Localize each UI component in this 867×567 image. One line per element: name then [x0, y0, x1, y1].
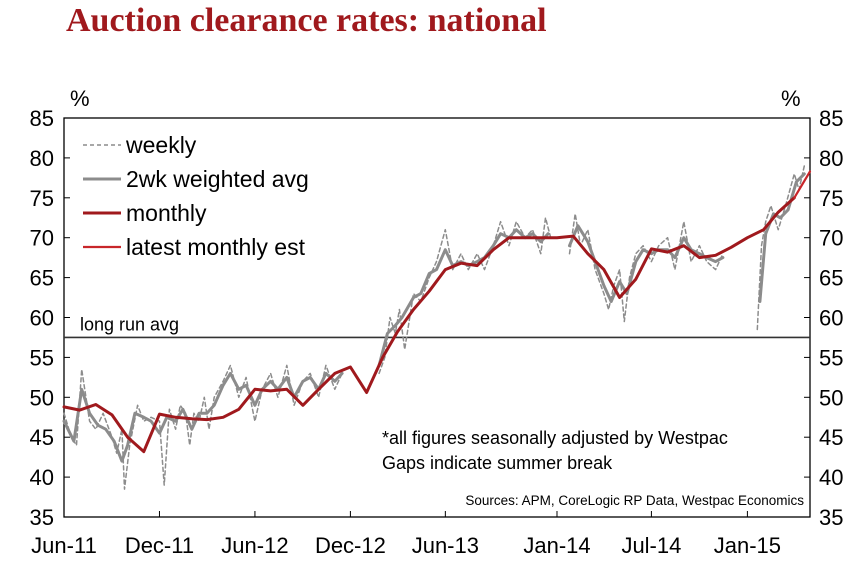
y-unit-left: %	[70, 86, 90, 111]
x-tick-label: Jan-15	[714, 533, 781, 558]
y-tick-label-right: 75	[819, 186, 843, 211]
y-tick-label-right: 85	[819, 106, 843, 131]
y-tick-label-right: 60	[819, 306, 843, 331]
y-tick-label-right: 70	[819, 226, 843, 251]
y-tick-label-left: 60	[30, 306, 54, 331]
long-run-avg-label: long run avg	[80, 314, 179, 334]
y-tick-label-right: 40	[819, 465, 843, 490]
y-tick-label-left: 75	[30, 186, 54, 211]
two-week-avg-series-line	[62, 371, 344, 463]
y-tick-label-right: 65	[819, 266, 843, 291]
y-tick-label-left: 80	[30, 146, 54, 171]
x-tick-label: Jun-12	[221, 533, 288, 558]
two-week-avg-series-line	[568, 224, 725, 303]
weekly-series-line	[568, 213, 724, 323]
y-tick-label-right: 45	[819, 425, 843, 450]
y-tick-label-left: 35	[30, 505, 54, 530]
weekly-series-line	[378, 217, 552, 375]
y-tick-label-right: 35	[819, 505, 843, 530]
x-tick-label: Dec-11	[125, 533, 194, 558]
legend-label: weekly	[125, 132, 197, 158]
x-tick-label: Jun-11	[31, 533, 97, 558]
legend-label: monthly	[126, 200, 207, 226]
annotation-note: Gaps indicate summer break	[382, 453, 613, 473]
y-tick-label-left: 70	[30, 226, 54, 251]
annotation-note: *all figures seasonally adjusted by West…	[382, 428, 728, 448]
x-tick-label: Jan-14	[523, 533, 590, 558]
y-tick-label-right: 55	[819, 345, 843, 370]
latest-monthly-est-line	[793, 170, 812, 199]
y-unit-right: %	[781, 86, 801, 111]
y-tick-label-left: 40	[30, 465, 54, 490]
y-tick-label-left: 65	[30, 266, 54, 291]
x-tick-label: Jul-14	[621, 533, 681, 558]
monthly-series-line	[62, 196, 796, 454]
weekly-series-line	[756, 165, 806, 331]
x-tick-label: Dec-12	[315, 533, 386, 558]
y-tick-label-left: 85	[30, 106, 54, 131]
y-tick-label-left: 50	[30, 385, 54, 410]
y-tick-label-left: 55	[30, 345, 54, 370]
weekly-series-line	[63, 364, 343, 490]
y-tick-label-right: 50	[819, 385, 843, 410]
two-week-avg-series-line	[758, 172, 806, 303]
y-tick-label-left: 45	[30, 425, 54, 450]
legend-label: latest monthly est	[126, 234, 306, 260]
chart-title: Auction clearance rates: national	[66, 2, 547, 39]
legend-label: 2wk weighted avg	[126, 166, 309, 192]
source-note: Sources: APM, CoreLogic RP Data, Westpac…	[465, 493, 804, 508]
y-tick-label-right: 80	[819, 146, 843, 171]
x-tick-label: Jun-13	[412, 533, 479, 558]
